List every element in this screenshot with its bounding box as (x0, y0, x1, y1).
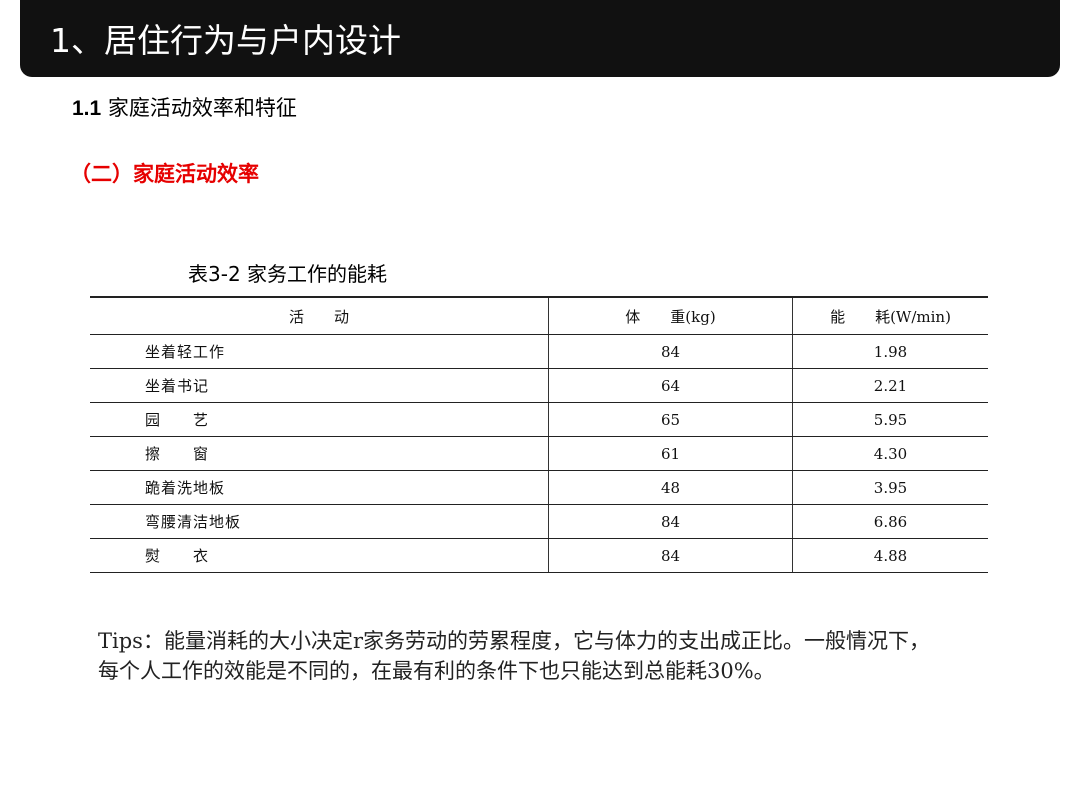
activity-cell: 熨 衣 (90, 538, 549, 573)
energy-cell: 3.95 (792, 470, 988, 505)
weight-cell: 48 (548, 470, 793, 505)
column-header-energy: 能 耗(W/min) (792, 296, 988, 335)
table-caption: 表3-2 家务工作的能耗 (188, 262, 388, 286)
energy-cell: 4.30 (792, 436, 988, 471)
section-title: 家庭活动效率和特征 (107, 96, 297, 120)
energy-cell: 4.88 (792, 538, 988, 573)
activity-cell: 坐着书记 (90, 368, 549, 403)
weight-cell: 84 (548, 538, 793, 573)
table-row: 坐着书记 64 2.21 (90, 368, 988, 403)
energy-cell: 5.95 (792, 402, 988, 437)
column-header-weight: 体 重(kg) (548, 296, 793, 335)
energy-cell: 2.21 (792, 368, 988, 403)
energy-cell: 6.86 (792, 504, 988, 539)
page-title: 1、居住行为与户内设计 (50, 21, 401, 60)
activity-cell: 坐着轻工作 (90, 334, 549, 369)
energy-cell: 1.98 (792, 334, 988, 369)
activity-cell: 园 艺 (90, 402, 549, 437)
title-bar: 1、居住行为与户内设计 (20, 0, 1060, 77)
weight-cell: 61 (548, 436, 793, 471)
subsection-heading: （二）家庭活动效率 (70, 162, 259, 186)
table-row: 弯腰清洁地板 84 6.86 (90, 504, 988, 539)
column-header-activity: 活 动 (90, 296, 549, 335)
section-heading: 1.1 家庭活动效率和特征 (72, 92, 297, 122)
weight-cell: 84 (548, 504, 793, 539)
table-row: 跪着洗地板 48 3.95 (90, 470, 988, 505)
weight-cell: 64 (548, 368, 793, 403)
activity-cell: 擦 窗 (90, 436, 549, 471)
tips-text: Tips：能量消耗的大小决定r家务劳动的劳累程度，它与体力的支出成正比。一般情况… (98, 629, 930, 683)
table-row: 坐着轻工作 84 1.98 (90, 334, 988, 369)
table-row: 擦 窗 61 4.30 (90, 436, 988, 471)
table-row: 熨 衣 84 4.88 (90, 538, 988, 573)
table-row: 园 艺 65 5.95 (90, 402, 988, 437)
activity-cell: 弯腰清洁地板 (90, 504, 549, 539)
energy-table: 活 动 体 重(kg) 能 耗(W/min) 坐着轻工作 84 1.98 坐着书记 64… (90, 296, 988, 573)
section-number: 1.1 (72, 97, 102, 120)
table-header-row: 活 动 体 重(kg) 能 耗(W/min) (90, 296, 988, 335)
weight-cell: 84 (548, 334, 793, 369)
activity-cell: 跪着洗地板 (90, 470, 549, 505)
weight-cell: 65 (548, 402, 793, 437)
